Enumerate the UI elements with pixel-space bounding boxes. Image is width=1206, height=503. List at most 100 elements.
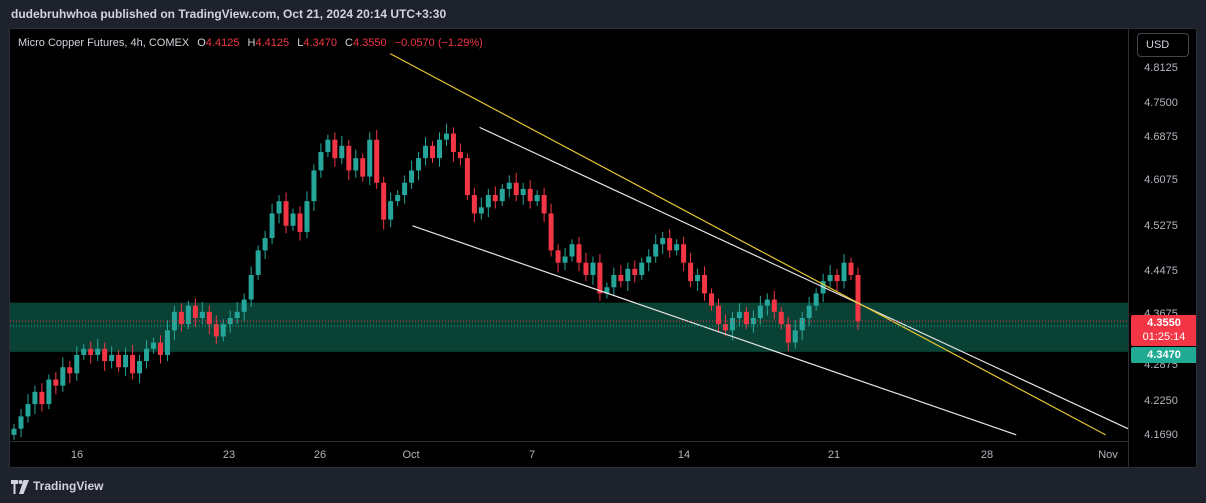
candle-body [46,379,52,405]
open-value: 4.4125 [205,37,240,49]
candle-body [715,305,721,325]
candle-body [485,195,491,208]
candle-body [88,348,94,355]
candle-body [688,262,694,282]
candle-body [102,348,108,362]
candle-body [416,158,422,171]
candle-body [395,195,401,202]
candle-body [841,262,847,282]
candle-body [388,201,394,220]
price-tick: 4.6875 [1144,131,1178,143]
brand-name[interactable]: TradingView [33,479,104,493]
candle-body [255,250,261,275]
price-tick: 4.7500 [1144,97,1178,109]
candle-body [353,158,359,171]
candle-body [660,238,666,245]
time-axis[interactable]: 16 23 26 Oct 7 14 21 28 Nov [10,441,1128,467]
candle-body [199,311,205,319]
candle-body [409,170,415,183]
candle-body [827,274,833,282]
candle-body [213,324,219,337]
candle-body [492,195,498,202]
candle-body [164,330,170,355]
candle-body [695,274,701,282]
candle-body [499,188,505,202]
candle-body [11,428,17,435]
candle-body [513,182,519,196]
candle-body [332,139,338,159]
currency-button[interactable]: USD [1137,33,1189,57]
price-axis[interactable]: USD 4.8125 4.7500 4.6875 4.6075 4.5275 4… [1128,29,1196,467]
time-tick: 26 [313,449,327,461]
candle-body [813,293,819,306]
candle-body [527,188,533,202]
candle-body [130,354,136,374]
candle-body [792,330,798,343]
candle-body [269,213,275,239]
candle-body [374,139,380,183]
candle-body [339,145,345,159]
candle-body [834,274,840,282]
candle-body [548,213,554,251]
candle-body [590,262,596,275]
candle-body [297,213,303,232]
chart-frame: Micro Copper Futures, 4h, COMEX O4.4125 … [9,28,1197,468]
candle-body [757,305,763,319]
candle-body [304,201,310,232]
current-price: 4.3550 [1147,317,1181,329]
current-price-tag: 4.3550 01:25:14 [1131,315,1196,346]
open-label: O [197,37,206,49]
candle-body [367,139,373,177]
support-zone [10,302,1128,352]
candle-body [241,299,247,312]
low-value: 4.3470 [303,37,337,49]
candle-body [381,182,387,220]
tradingview-logo-icon[interactable] [11,480,29,494]
candle-body [806,305,812,319]
candle-body [450,133,456,152]
time-tick: 16 [70,449,84,461]
downtrend-line [389,53,1106,436]
candle-body [520,188,526,196]
candle-body [639,262,645,275]
candle-body [32,391,38,405]
candle-body [185,305,191,325]
candle-body [464,158,470,196]
candle-body [478,207,484,214]
low-label: L [297,37,304,49]
candle-body [283,201,289,226]
candle-body [18,416,24,429]
footer: TradingView [0,471,1206,503]
time-tick: 14 [677,449,691,461]
candle-body [423,145,429,159]
publisher-bar: dudebruhwhoa published on TradingView.co… [0,0,1206,28]
time-tick: 28 [980,449,994,461]
candle-body [709,293,715,306]
candle-body [192,305,198,319]
candle-body [262,238,268,251]
candle-body [171,311,177,331]
candle-body [25,404,31,417]
candle-body [583,262,589,275]
candle-body [53,379,59,386]
candle-body [360,158,366,177]
candle-body [653,244,659,257]
chart-plot-area[interactable]: Micro Copper Futures, 4h, COMEX O4.4125 … [10,29,1128,441]
candle-body [597,262,603,294]
candle-body [74,354,80,374]
candle-body [151,342,157,349]
candle-body [611,274,617,288]
candle-body [855,274,861,322]
candle-body [702,274,708,294]
time-tick: 21 [827,449,841,461]
candle-body [743,311,749,325]
candle-body [604,287,610,294]
candle-body [471,195,477,214]
candle-body [436,139,442,159]
candle-body [799,318,805,331]
symbol-title[interactable]: Micro Copper Futures, 4h, COMEX [18,37,190,49]
candle-body [60,367,66,386]
close-value: 4.3550 [352,37,387,49]
price-tick: 4.1690 [1144,429,1178,441]
candle-body [39,391,45,405]
